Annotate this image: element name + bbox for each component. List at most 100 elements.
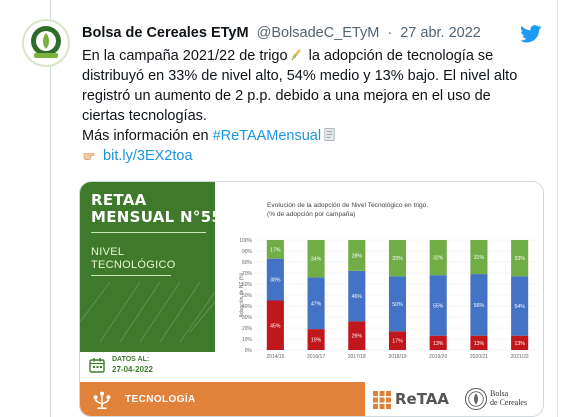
bar-segment: [388, 331, 407, 350]
retaa-brand: ReTAA: [395, 390, 450, 408]
data-label: 33%: [514, 256, 525, 262]
thread-line: [50, 0, 51, 417]
org-line-1: Bolsa: [490, 389, 509, 398]
data-label: 50%: [392, 302, 403, 308]
bar-segment: [470, 335, 488, 350]
bar-segment: [348, 270, 366, 322]
bar-segment: [429, 335, 447, 350]
y-tick-label: 100%: [239, 238, 252, 244]
chart-title: Evolución de la adopción de Nivel Tecnol…: [267, 202, 429, 209]
divider: [91, 275, 171, 276]
tweet-header: Bolsa de Cereales ETyM @BolsadeC_ETyM · …: [82, 24, 481, 42]
tweet-line-4: ciertas tecnologías.: [82, 108, 207, 124]
bolsa-logo-icon: [465, 388, 487, 410]
pointing-hand-emoji-icon: [83, 153, 95, 160]
tweet-line-3: registró un aumento de 2 p.p. debido a u…: [82, 88, 491, 104]
data-label: 33%: [392, 256, 403, 262]
org-name: Bolsa de Cereales: [490, 389, 527, 407]
org-line-2: de Cereales: [490, 398, 528, 407]
y-tick-label: 60%: [242, 282, 253, 288]
divider: [91, 232, 206, 233]
bar-segment: [307, 240, 325, 278]
y-tick-label: 70%: [242, 271, 253, 277]
y-tick-label: 0%: [245, 348, 253, 354]
section-line-2: TECNOLÓGICO: [91, 259, 176, 271]
y-axis-label: Adopción de NT (%): [239, 272, 245, 317]
x-tick-label: 2018/19: [388, 354, 406, 360]
footer-label: TECNOLOGÍA: [125, 394, 196, 405]
x-tick-label: 2016/17: [307, 354, 325, 360]
tweet-line-6: bit.ly/3EX2toa: [82, 146, 552, 166]
data-label: 46%: [352, 294, 363, 300]
bar-segment: [388, 240, 407, 277]
bar-segment: [307, 277, 325, 330]
twitter-bird-icon[interactable]: [520, 25, 542, 43]
retaa-logo-icon: [373, 391, 391, 409]
data-label: 47%: [311, 301, 322, 307]
author-handle[interactable]: @BolsadeC_ETyM: [256, 25, 380, 41]
y-tick-label: 20%: [242, 326, 253, 332]
tweet-line-1: En la campaña 2021/22 de trigo la adopci…: [82, 46, 552, 66]
tweet-line-2: distribuyó en 33% de nivel alto, 54% med…: [82, 68, 518, 84]
data-label: 45%: [270, 323, 281, 329]
bar-segment: [429, 275, 447, 336]
tweet-line-5: Más información en #ReTAAMensual: [82, 126, 552, 146]
document-emoji-icon: [324, 128, 335, 141]
bar-segment: [429, 240, 447, 276]
infographic-card[interactable]: RETAA MENSUAL N°55 NIVEL TECNOLÓGICO DAT…: [79, 181, 544, 417]
title-line-1: RETAA: [91, 191, 147, 209]
y-tick-label: 80%: [242, 260, 253, 266]
calendar-icon: [89, 358, 105, 373]
date-value: 27-04-2022: [112, 365, 153, 374]
author-name[interactable]: Bolsa de Cereales ETyM: [82, 25, 249, 41]
frame-border: [557, 0, 558, 417]
tweet-body: En la campaña 2021/22 de trigo la adopci…: [82, 46, 552, 166]
data-label: 54%: [514, 304, 525, 310]
infographic-footer: TECNOLOGÍA ReTAA Bolsa de Cereales: [80, 382, 543, 416]
avatar[interactable]: [22, 19, 70, 67]
data-label: 34%: [311, 257, 322, 263]
data-label: 26%: [352, 334, 363, 340]
date-label: DATOS AL:: [112, 356, 150, 363]
bar-segment: [388, 276, 407, 332]
y-tick-label: 90%: [242, 249, 253, 255]
bar-segment: [470, 240, 488, 275]
bar-segment: [348, 240, 366, 271]
bar-segment: [266, 240, 284, 259]
tweet-date[interactable]: 27 abr. 2022: [400, 25, 481, 41]
data-label: 32%: [433, 256, 444, 262]
y-tick-label: 50%: [242, 293, 253, 299]
x-tick-label: 2021/22: [511, 354, 529, 360]
tweet-text-segment: la adopción de tecnología se: [308, 48, 494, 64]
bar-segment: [511, 240, 529, 277]
data-label: 13%: [433, 341, 444, 347]
data-label: 17%: [392, 339, 403, 345]
tweet-text-segment: Más información en: [82, 128, 209, 144]
header-separator: ·: [387, 25, 393, 41]
chart-area: Evolución de la adopción de Nivel Tecnol…: [215, 182, 543, 382]
bar-segment: [470, 274, 488, 336]
x-tick-label: 2014/15: [266, 354, 284, 360]
chart-subtitle: (% de adopción por campaña): [267, 211, 356, 218]
data-label: 13%: [474, 341, 485, 347]
plant-network-icon: [93, 391, 111, 409]
footer-band: TECNOLOGÍA: [80, 382, 365, 416]
tweet-text-segment: En la campaña 2021/22 de trigo: [82, 48, 288, 64]
data-label: 56%: [474, 303, 485, 309]
short-link[interactable]: bit.ly/3EX2toa: [103, 148, 193, 164]
hashtag-link[interactable]: #ReTAAMensual: [212, 128, 322, 144]
bar-segment: [511, 276, 529, 336]
title-line-2: MENSUAL N°55: [91, 208, 223, 226]
date-box: DATOS AL: 27-04-2022: [80, 352, 215, 382]
bar-segment: [266, 258, 284, 301]
bar-segment: [511, 335, 529, 350]
infographic-title: RETAA MENSUAL N°55: [91, 192, 222, 226]
data-label: 55%: [433, 303, 444, 309]
y-tick-label: 10%: [242, 337, 253, 343]
x-tick-label: 2019/20: [429, 354, 447, 360]
section-title: NIVEL TECNOLÓGICO: [91, 246, 176, 272]
section-line-1: NIVEL: [91, 246, 125, 258]
data-label: 17%: [270, 247, 281, 253]
avatar-logo-icon: [25, 22, 67, 64]
bar-segment: [348, 321, 366, 350]
